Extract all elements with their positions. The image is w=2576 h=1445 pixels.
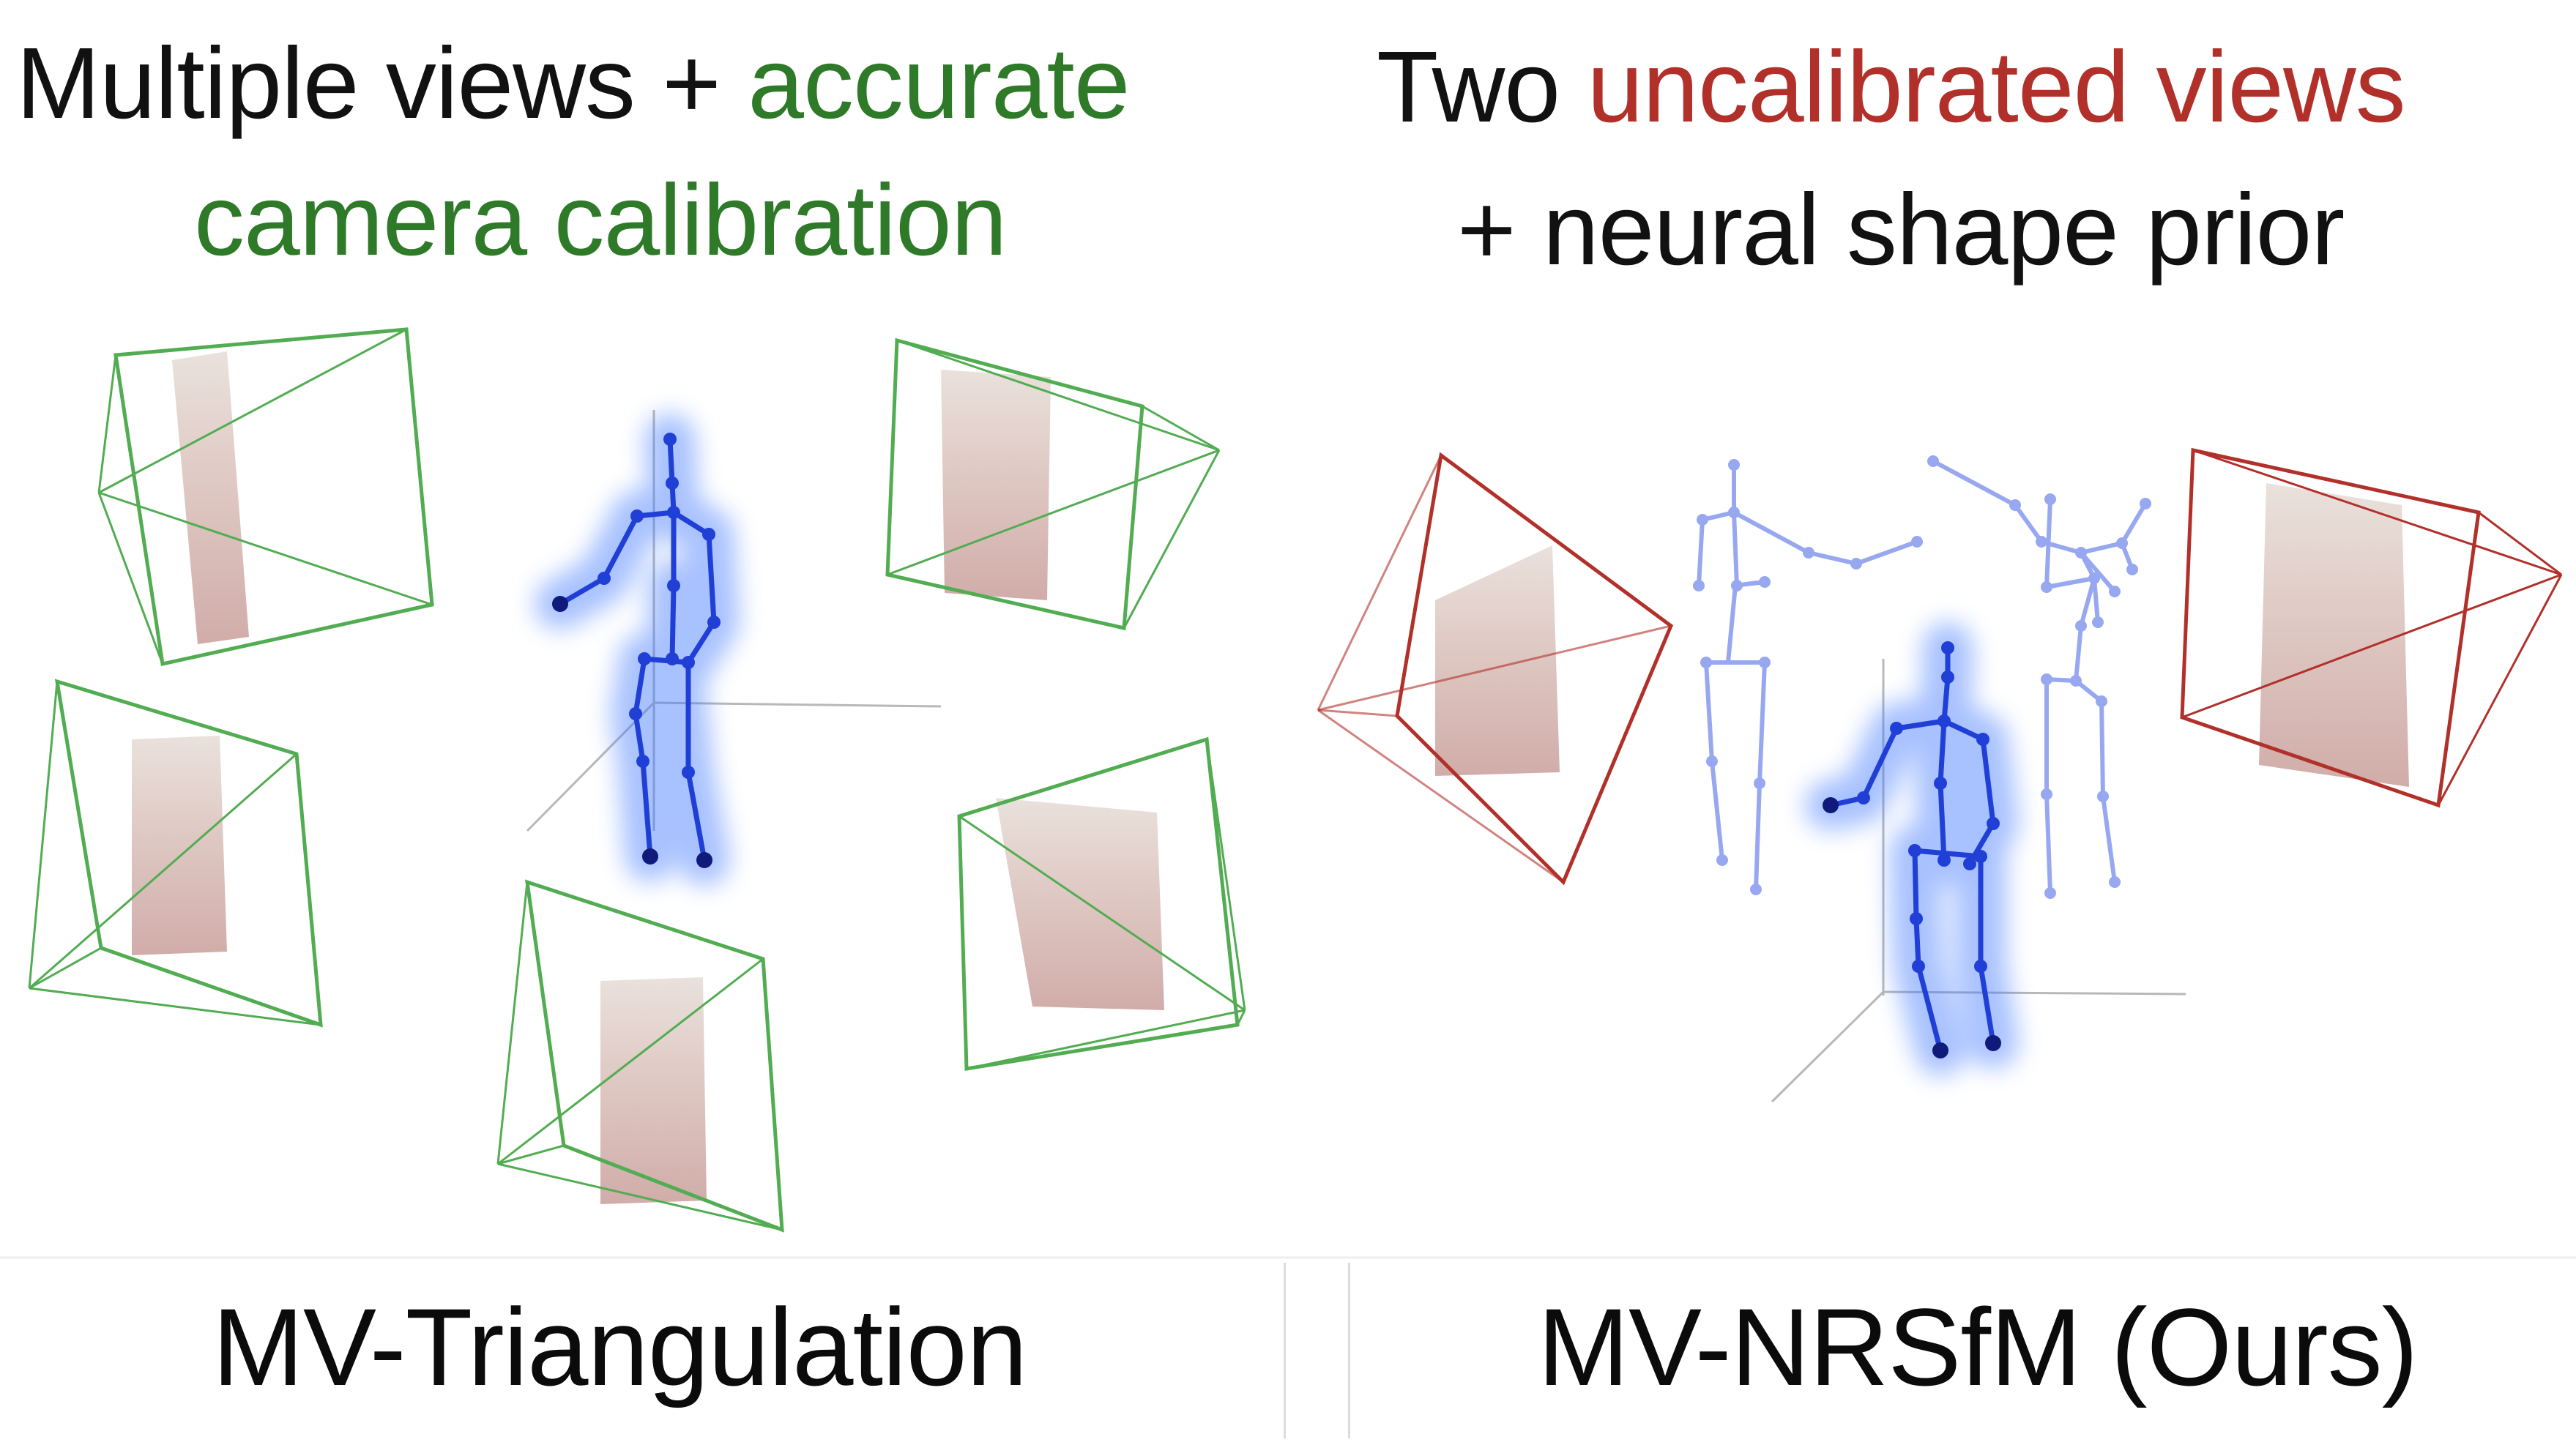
- left-title-accent: accurate: [748, 27, 1130, 140]
- right-title-line-2: + neural shape prior: [1457, 173, 2345, 286]
- left-skeleton-joints: [552, 433, 721, 868]
- right-faded-skeleton-a: [1697, 463, 1919, 892]
- left-title-plain: Multiple views +: [16, 27, 748, 140]
- caption-divider-left: [1284, 1263, 1286, 1438]
- right-faded-skeleton-b-joints: [1927, 455, 2151, 899]
- left-camera-3: [496, 879, 784, 1233]
- right-faded-skeleton-a-joints: [1693, 459, 1923, 895]
- left-caption: MV-Triangulation: [212, 1285, 1027, 1408]
- left-camera-5: [957, 736, 1246, 1071]
- left-camera-2: [28, 679, 323, 1028]
- caption-divider-right: [1348, 1263, 1350, 1438]
- right-camera-left: [1317, 452, 1674, 886]
- right-camera-right: [2180, 447, 2563, 808]
- right-title-line-1: Two uncalibrated views: [1377, 37, 2406, 138]
- left-title-line-2: camera calibration: [194, 164, 1008, 277]
- right-skeleton-joints: [1823, 641, 2001, 1058]
- left-camera-4: [885, 337, 1221, 631]
- left-title-line-1: Multiple views + accurate: [16, 33, 1131, 134]
- left-camera-1: [97, 327, 434, 667]
- right-title-accent: uncalibrated views: [1587, 31, 2405, 143]
- right-title-plain: Two: [1377, 31, 1587, 143]
- right-caption: MV-NRSfM (Ours): [1538, 1285, 2419, 1408]
